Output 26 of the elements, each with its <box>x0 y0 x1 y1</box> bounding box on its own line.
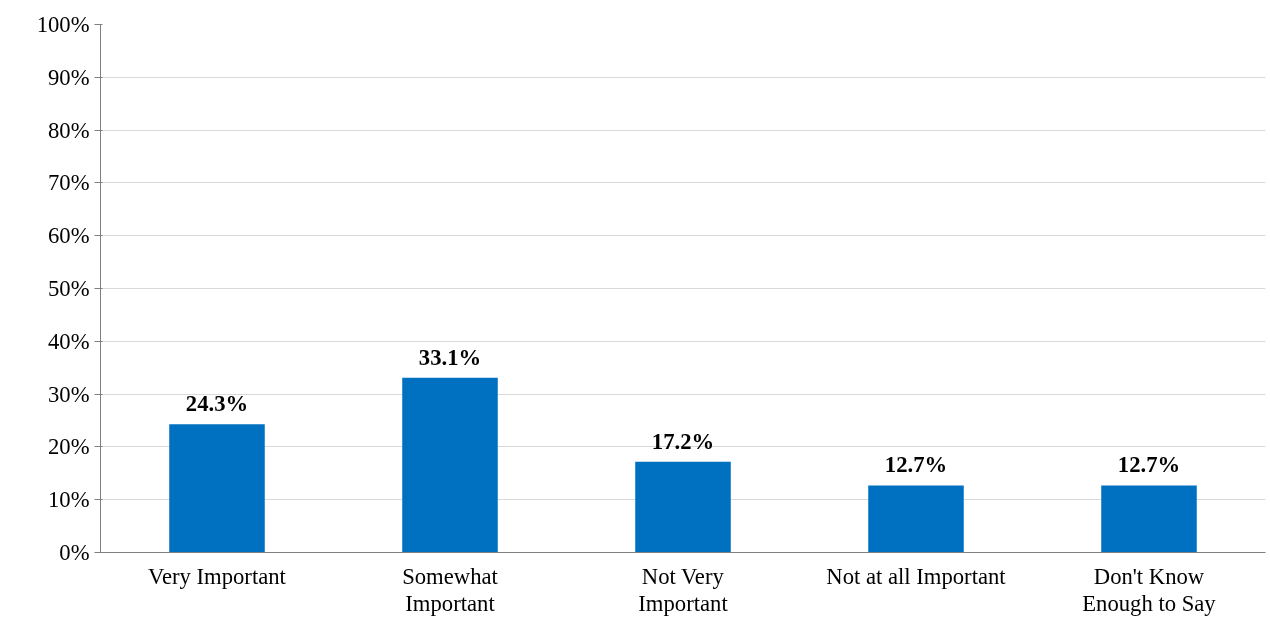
x-tick-label: Somewhat Important <box>402 563 499 616</box>
y-tick-label: 90% <box>47 64 90 90</box>
data-label: 12.7% <box>884 452 948 478</box>
y-tick-label: 20% <box>47 434 90 460</box>
bar <box>635 461 731 553</box>
data-label: 24.3% <box>185 391 249 417</box>
bar <box>1101 485 1197 553</box>
y-tick-label: 70% <box>47 170 90 196</box>
data-label: 17.2% <box>651 428 715 454</box>
y-tick-label: 80% <box>47 117 90 143</box>
y-tick-label: 30% <box>47 381 90 407</box>
y-tick-label: 60% <box>47 223 90 249</box>
x-tick-label: Don't Know Enough to Say <box>1082 563 1217 616</box>
x-tick-label: Not Very Important <box>638 563 729 616</box>
y-tick-label: 100% <box>36 12 90 37</box>
x-tick-label: Very Important <box>148 563 287 589</box>
y-tick-label: 40% <box>47 328 90 354</box>
bar <box>402 377 498 553</box>
data-label: 12.7% <box>1117 452 1181 478</box>
bar <box>169 424 265 553</box>
y-tick-label: 50% <box>47 276 90 301</box>
y-tick-label: 10% <box>47 487 90 513</box>
y-tick-label: 0% <box>59 540 90 565</box>
data-label: 33.1% <box>418 344 482 370</box>
x-tick-label: Not at all Important <box>826 563 1007 589</box>
bar <box>868 485 964 553</box>
